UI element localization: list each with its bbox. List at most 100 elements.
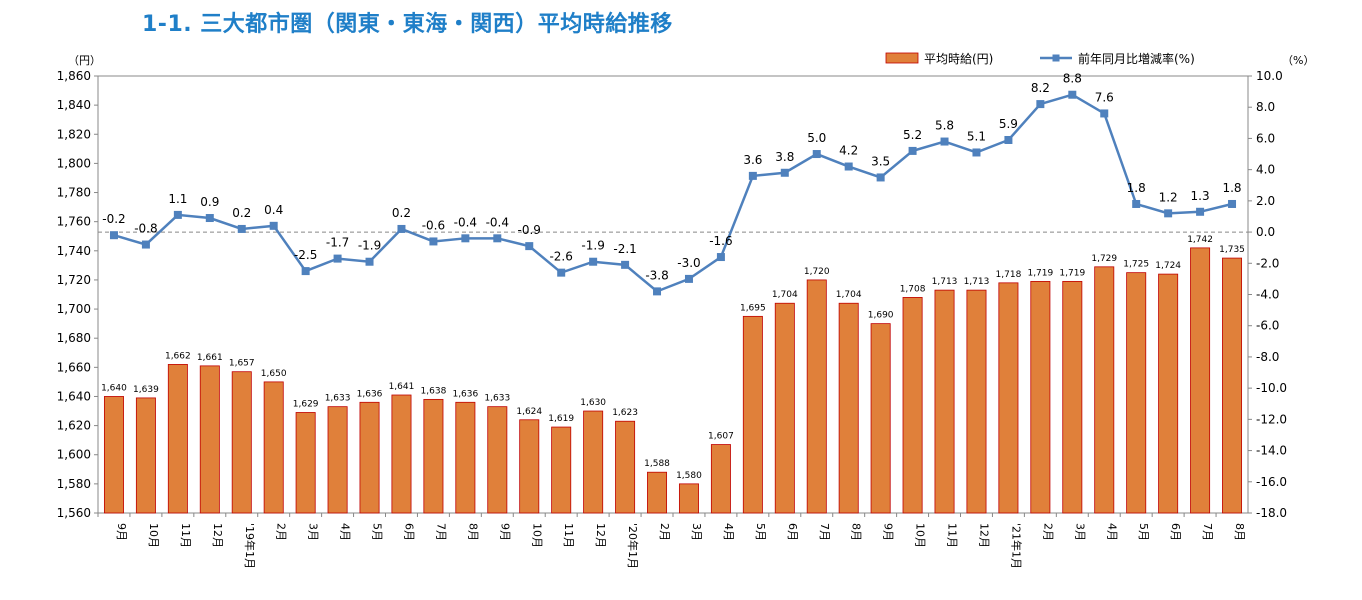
line-marker [429,237,438,246]
right-tick-label: -6.0 [1256,319,1279,333]
line-marker [525,242,534,251]
bar-value-label: 1,690 [868,311,894,321]
bar-value-label: 1,619 [548,414,574,424]
bar-value-label: 1,607 [708,432,734,442]
bar-value-label: 1,713 [964,277,990,287]
right-tick-label: -4.0 [1256,288,1279,302]
line-marker [461,234,470,243]
line-value-label: 8.8 [1063,72,1082,86]
bar-value-label: 1,735 [1219,245,1245,255]
line-value-label: 5.0 [807,131,826,145]
line-value-label: 1.1 [168,192,187,206]
line-value-label: 5.9 [999,117,1018,131]
line-marker [1132,199,1141,208]
month-label: 6月 [786,523,799,541]
line-marker [1004,135,1013,144]
bar [167,364,188,514]
line-value-label: -0.4 [486,215,509,229]
bar [231,371,252,514]
line-marker [1196,207,1205,216]
line-value-label: -0.4 [454,215,477,229]
bar-value-label: 1,629 [293,399,319,409]
line-value-label: -0.6 [422,218,445,232]
month-label: 8月 [850,523,863,541]
line-marker [301,267,310,276]
line-marker [972,148,981,157]
bar [774,302,795,514]
bar [1062,280,1083,514]
right-tick-label: -16.0 [1256,475,1287,489]
bar-value-label: 1,724 [1155,261,1181,271]
bar [327,406,348,514]
month-label: 10月 [914,523,927,548]
right-tick-label: -14.0 [1256,444,1287,458]
month-label: 11月 [562,523,575,548]
line-value-label: -2.1 [613,242,636,256]
month-label: 11月 [179,523,192,548]
chart-title: 1-1. 三大都市圏（関東・東海・関西）平均時給推移 [142,12,673,37]
line-value-label: 3.8 [775,150,794,164]
bar [966,289,987,514]
bar [838,302,859,514]
bar [295,412,316,514]
line-marker [557,268,566,277]
bar [1030,280,1051,514]
line-marker [141,240,150,249]
left-tick-label: 1,820 [57,127,91,141]
bar [135,397,156,514]
bar [615,420,636,514]
line-value-label: 5.1 [967,129,986,143]
right-tick-label: -10.0 [1256,381,1287,395]
bar [710,444,731,514]
left-tick-label: 1,740 [57,244,91,258]
line-value-label: 0.9 [200,195,219,209]
x-axis: 9月 10月 11月 12月 '19年1月 2月 3月 4月 5月 6月 7月 8月 9月 10月 11月 1… [97,513,1246,569]
month-label: 11月 [946,523,959,548]
right-tick-label: -12.0 [1256,412,1287,426]
line-marker [908,146,917,155]
line-value-label: 1.2 [1159,190,1178,204]
month-label: 2月 [658,523,671,541]
month-label: 7月 [1201,523,1214,541]
bar-value-label: 1,624 [516,407,542,417]
left-tick-label: 1,640 [57,389,91,403]
right-axis: -18.0 -16.0 -14.0 -12.0 -10.0 -8.0 -6.0 -4.0 -2.… [1248,54,1314,520]
bar-value-label: 1,742 [1187,235,1213,245]
line-marker [1164,209,1173,218]
bar [806,279,827,514]
bar-value-label: 1,636 [357,389,383,399]
legend-line-marker [1052,54,1060,62]
bar [423,398,444,514]
left-tick-label: 1,720 [57,273,91,287]
data-labels: 1,640 1,639 1,662 1,661 1,657 1,650 1,629 1,633… [101,72,1245,481]
month-label: 4月 [339,523,352,541]
right-tick-label: -8.0 [1256,350,1279,364]
line-marker [621,260,630,269]
line-marker [1228,199,1237,208]
bar-value-label: 1,704 [772,290,798,300]
line-marker [876,173,885,182]
month-label: 10月 [147,523,160,548]
bar [934,289,955,514]
line-value-label: -1.7 [326,236,349,250]
line-marker [1100,109,1109,118]
line-value-label: 1.8 [1222,181,1241,195]
bar [551,426,572,514]
month-label: 7月 [818,523,831,541]
month-label: 6月 [402,523,415,541]
line-marker [269,221,278,230]
bar-value-label: 1,661 [197,353,223,363]
bar [902,297,923,514]
bar [1190,247,1211,514]
month-label: 6月 [1169,523,1182,541]
bar-series [103,247,1243,514]
line-marker [333,254,342,263]
right-tick-label: 10.0 [1256,69,1283,83]
month-label: 12月 [977,523,990,548]
month-label: 5月 [371,523,384,541]
line-value-label: -0.9 [518,223,541,237]
left-tick-label: 1,600 [57,448,91,462]
line-marker [365,257,374,266]
bar-value-label: 1,718 [996,270,1022,280]
